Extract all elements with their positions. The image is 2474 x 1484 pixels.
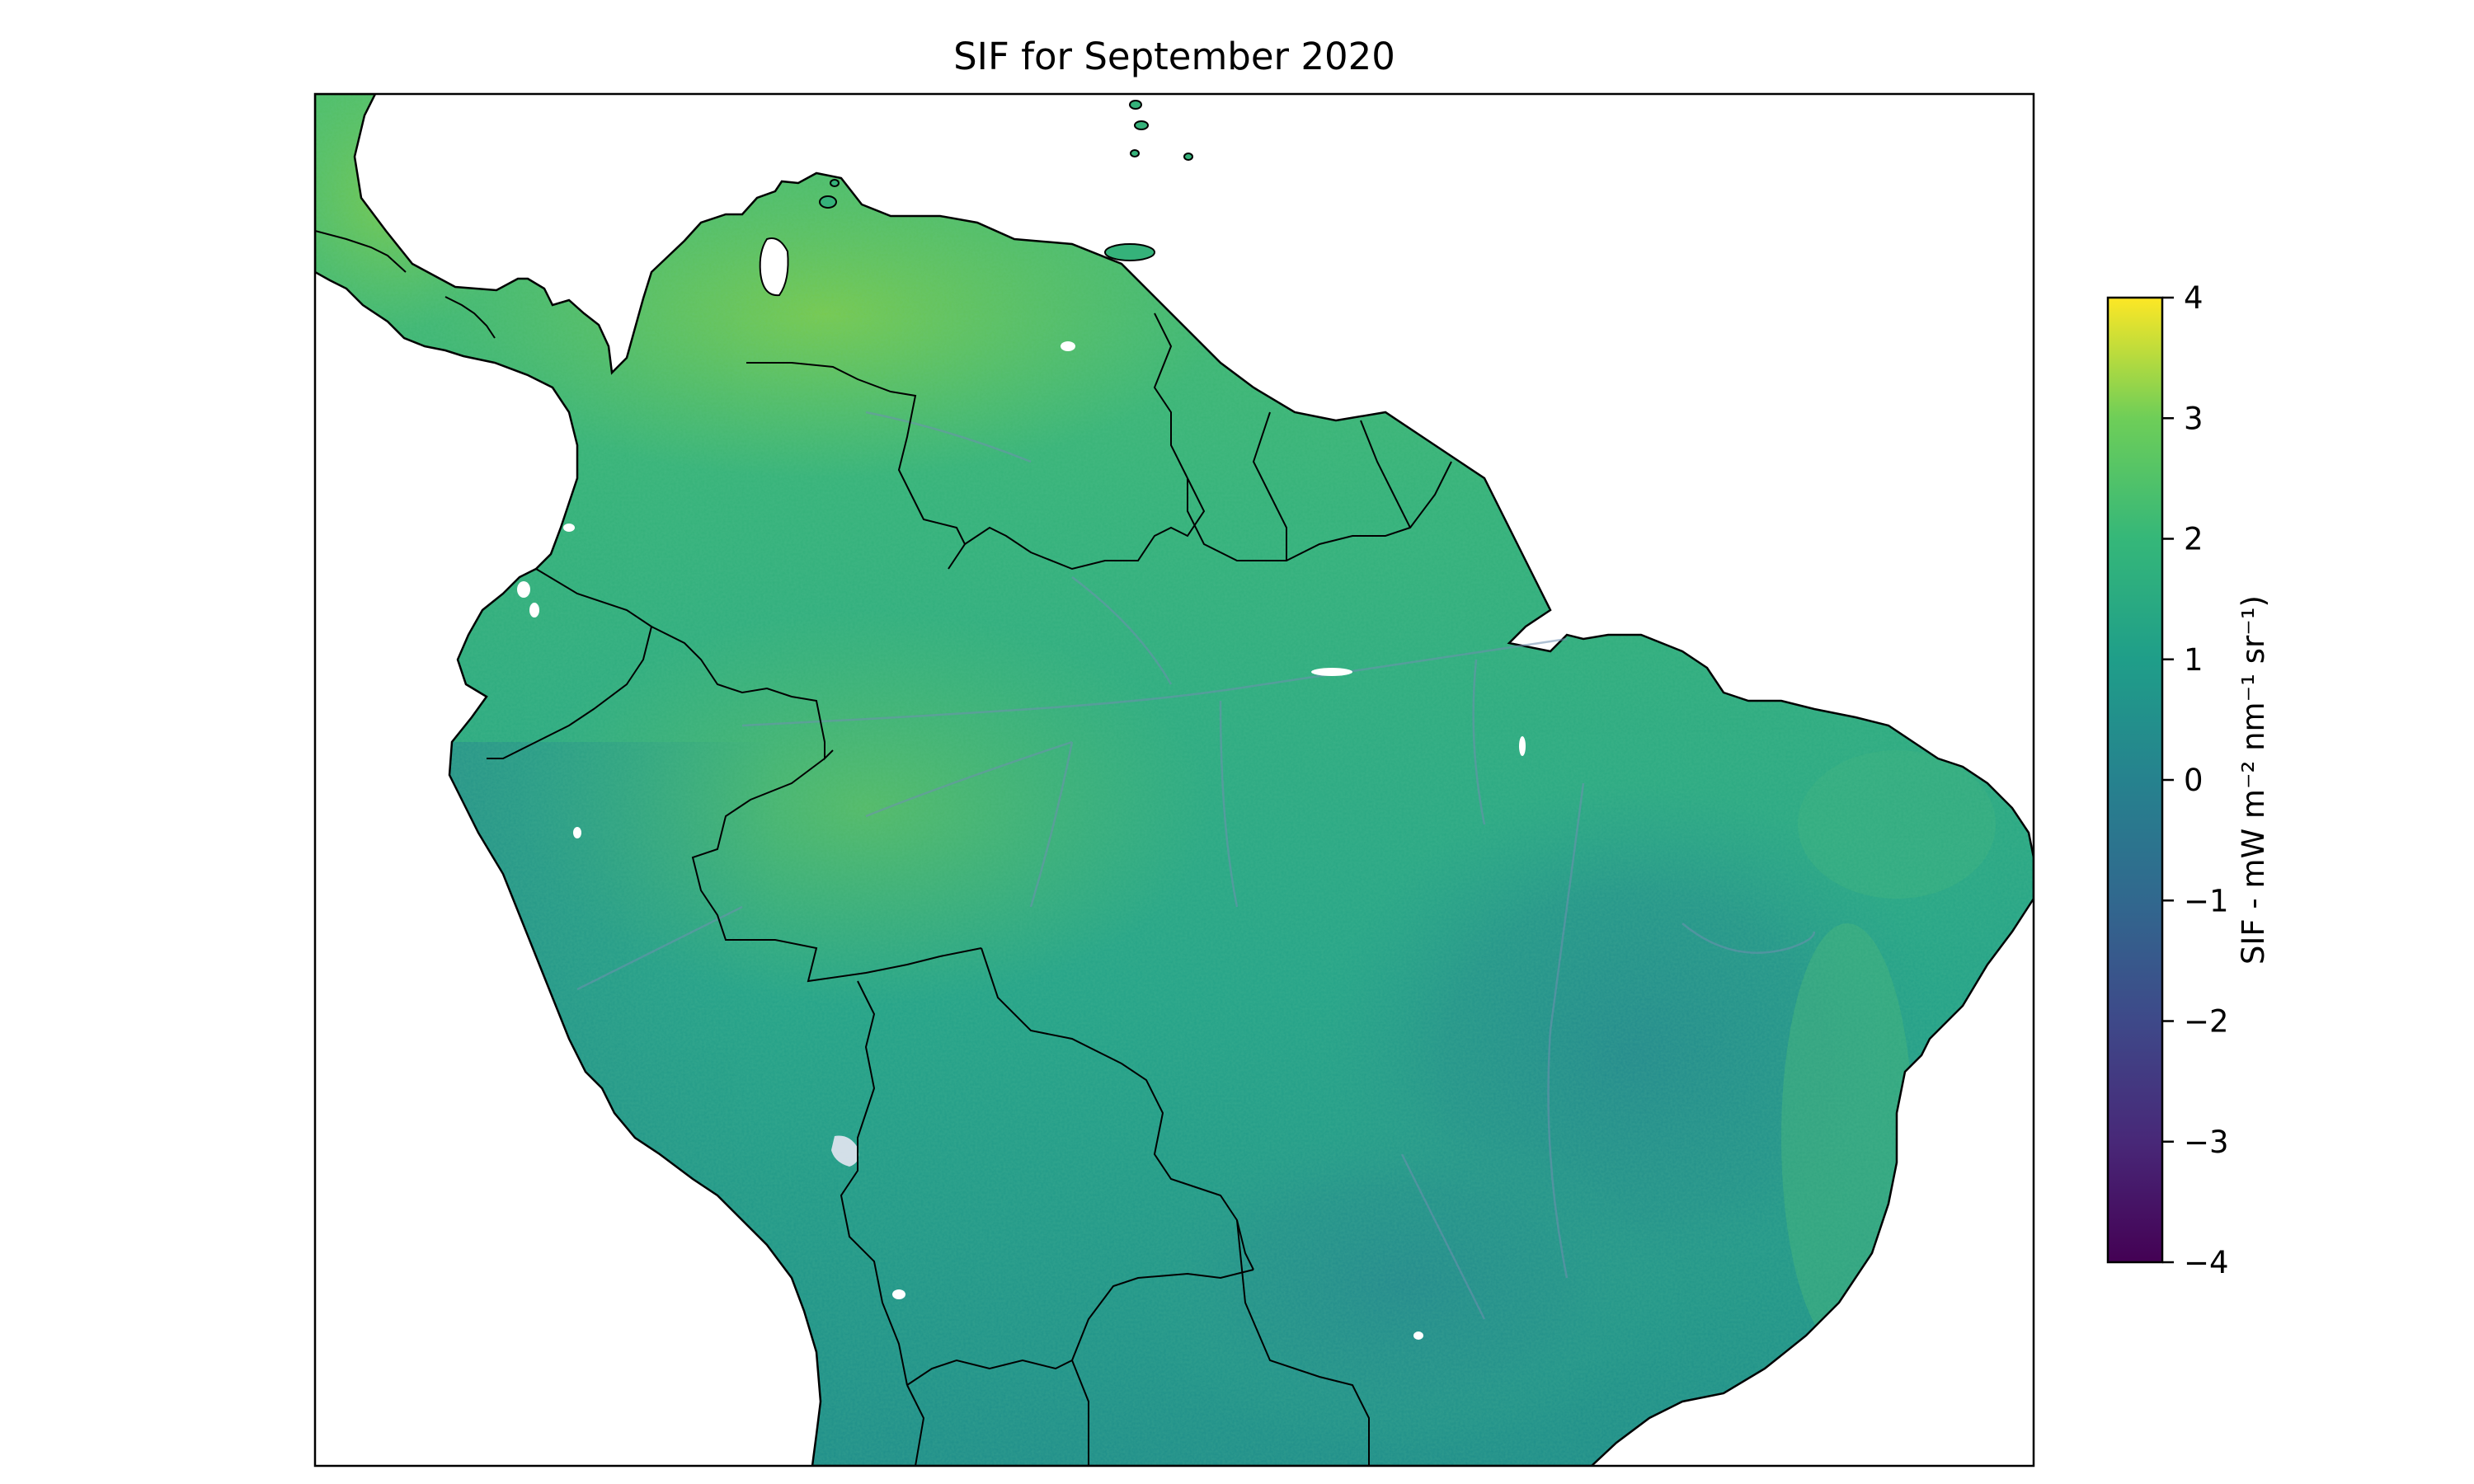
lake-maracaibo [759,237,789,297]
colorbar-tick-label: 4 [2184,280,2204,316]
map-frame [313,92,2035,1468]
lake-titicaca [831,1135,859,1167]
colorbar-tick-label: 1 [2184,642,2204,678]
colorbar-tick-label: −3 [2184,1125,2229,1160]
colorbar-tick-label: 3 [2184,401,2204,436]
caribbean-islands [819,100,1193,261]
colorbar-tick-label: −1 [2184,883,2229,918]
colorbar-gradient [2106,296,2164,1264]
map-area [315,94,2034,1466]
country-borders [487,312,1452,1466]
central-america-borders [315,230,496,339]
no-data-specks [517,341,1526,1340]
colorbar-tick-label: −4 [2184,1245,2229,1280]
colorbar-label: SIF - mW m⁻² nm⁻¹ sr⁻¹) [2236,595,2271,965]
colorbar-tick-label: −2 [2184,1004,2229,1040]
colorbar-ticks: 4 3 2 1 0 −1 −2 −3 −4 [2162,280,2229,1280]
map-title: SIF for September 2020 [953,35,1395,78]
colorbar-tick-label: 0 [2184,763,2204,798]
colorbar: 4 3 2 1 0 −1 −2 −3 −4 SIF - mW m⁻² nm⁻¹ sr⁻¹) [2106,280,2271,1280]
rivers [576,411,1816,1320]
colorbar-tick-label: 2 [2184,522,2204,557]
